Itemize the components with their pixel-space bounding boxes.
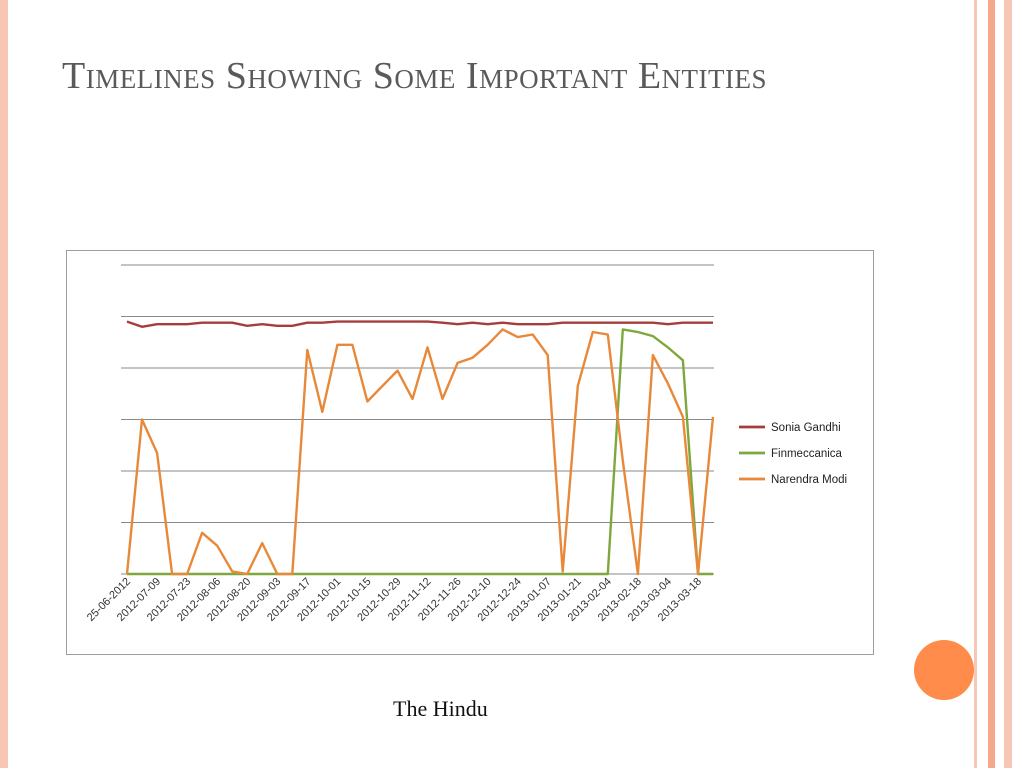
right-decorative-stripes xyxy=(974,0,1024,768)
orange-circle-button[interactable] xyxy=(914,640,974,700)
source-caption: The Hindu xyxy=(393,696,488,721)
stripe-2 xyxy=(988,0,995,768)
stripe-1 xyxy=(974,0,977,768)
series-line-finmeccanica xyxy=(127,328,713,576)
legend-label: Finmeccanica xyxy=(771,448,843,460)
timeline-chart: 25-06-20122012-07-092012-07-232012-08-06… xyxy=(85,264,847,624)
series-line-narendra-modi xyxy=(125,328,715,576)
legend-label: Sonia Gandhi xyxy=(771,422,841,434)
series-line-sonia-gandhi xyxy=(126,320,713,329)
stripe-3 xyxy=(1004,0,1012,768)
legend-label: Narendra Modi xyxy=(771,474,847,486)
slide-title: Timelines Showing Some Important Entitie… xyxy=(62,55,768,97)
left-decorative-bar xyxy=(0,0,8,768)
chart-container: 25-06-2012 2012-07-09 2012-07-23 2012-08-06… xyxy=(66,250,874,655)
